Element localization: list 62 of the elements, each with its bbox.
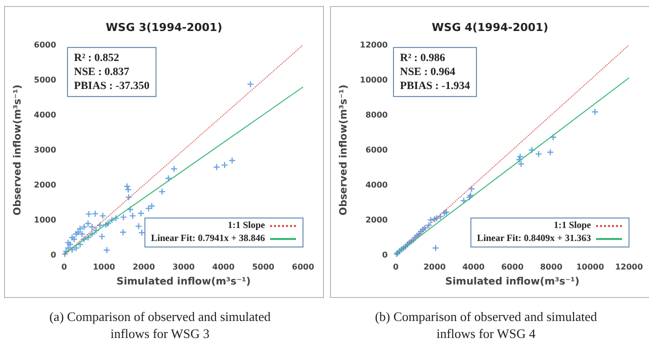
y-tick-label: 4000 [34,110,57,120]
y-tick-label: 10000 [360,76,388,84]
legend-label: Linear Fit: 0.8409x + 31.363 [477,234,592,244]
x-tick-label: 1000 [92,262,116,272]
point [247,81,254,88]
x-tick-label: 10000 [576,262,604,272]
y-tick-label: 4000 [365,180,388,190]
chart-title: WSG 4(1994-2001) [432,21,548,34]
y-tick-label: 2000 [34,180,57,190]
y-tick-label: 6000 [34,40,57,50]
y-tick-label: 1000 [34,216,57,224]
point [130,212,136,219]
point [148,203,155,209]
y-tick-label: 12000 [360,40,388,50]
point [428,217,434,223]
point [120,229,126,236]
annotation: PBIAS : -37.350 [74,80,150,92]
text: (a) Comparison of observed and simulated inflows for WSG 3 [48,308,272,342]
x-axis-title: Simulated inflow(m³s⁻¹) [445,276,580,288]
y-tick-label: 0 [382,250,388,260]
legend-label: Linear Fit: 0.7941x + 38.846 [151,234,266,244]
annotation: NSE : 0.837 [74,66,130,78]
x-tick-label: 5000 [252,262,275,272]
point [126,194,132,200]
x-tick-label: 12000 [615,262,644,272]
x-tick-label: 3000 [172,262,196,272]
point [547,149,554,156]
y-tick-label: 8000 [365,110,388,120]
point [120,214,126,220]
x-tick-label: 4000 [462,262,486,272]
annotation: R² : 0.986 [400,52,446,64]
y-tick-label: 6000 [365,146,388,154]
x-tick-label: 6000 [292,262,315,272]
point [86,211,92,218]
point [100,212,106,219]
annotation: NSE : 0.964 [400,66,456,78]
x-tick-label: 2000 [132,262,156,272]
point [138,230,145,236]
x-tick-label: 0 [392,262,399,272]
point [136,223,142,230]
x-tick-label: 8000 [540,262,563,272]
y-axis-title: Observed inflow(m³s⁻¹) [12,84,24,216]
y-tick-label: 5000 [34,76,57,84]
legend-label: 1:1 Slope [554,221,591,231]
y-axis-title: Observed inflow(m³s⁻¹) [338,84,350,216]
text: (b) Comparison of observed and simulated inflows for WSG 4 [374,308,598,342]
annotation: R² : 0.852 [74,52,120,64]
y-tick-label: 3000 [34,146,57,154]
x-tick-label: 2000 [423,262,446,272]
x-tick-label: 6000 [501,262,524,272]
x-axis-title: Simulated inflow(m³s⁻¹) [116,276,251,288]
y-tick-label: 2000 [365,216,388,224]
legend-label: 1:1 Slope [228,221,265,231]
x-tick-label: 4000 [212,262,235,272]
chart-title: WSG 3(1994-2001) [106,21,222,34]
point [125,186,132,193]
point [104,247,110,254]
x-tick-label: 0 [61,262,68,272]
point [92,210,98,217]
annotation: PBIAS : -1.934 [400,80,470,92]
point [77,226,84,232]
y-tick-label: 0 [50,250,57,260]
